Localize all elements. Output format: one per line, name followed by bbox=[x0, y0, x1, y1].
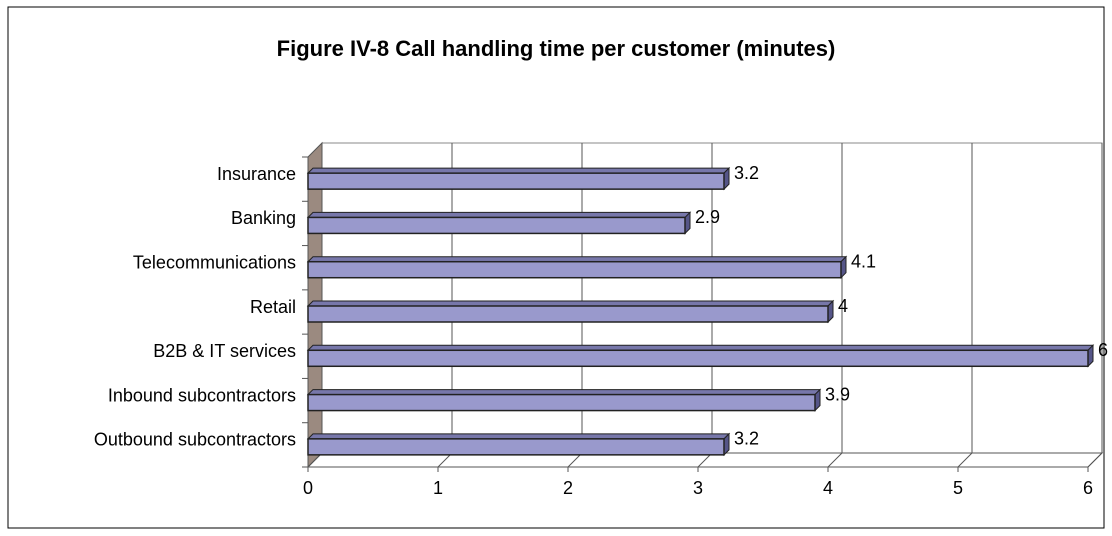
x-tick-label: 0 bbox=[303, 478, 313, 498]
x-tick-label: 1 bbox=[433, 478, 443, 498]
value-label: 3.2 bbox=[734, 429, 759, 449]
bar bbox=[307, 393, 816, 412]
x-tick-label: 6 bbox=[1083, 478, 1093, 498]
bar bbox=[307, 260, 842, 279]
floor-grid-line bbox=[1087, 452, 1103, 468]
bar bbox=[307, 216, 686, 235]
y-tick-label: Telecommunications bbox=[133, 252, 296, 272]
value-label: 6 bbox=[1098, 340, 1108, 360]
y-tick-label: Retail bbox=[250, 297, 296, 317]
y-tick-label: Outbound subcontractors bbox=[94, 430, 296, 450]
y-tick-label: Insurance bbox=[217, 164, 296, 184]
floor-grid-line bbox=[827, 452, 843, 468]
y-tick-label: B2B & IT services bbox=[153, 341, 296, 361]
y-tick-label: Banking bbox=[231, 208, 296, 228]
x-tick-label: 5 bbox=[953, 478, 963, 498]
value-label: 3.9 bbox=[825, 384, 850, 404]
bar bbox=[307, 172, 725, 190]
floor-grid-line bbox=[957, 452, 973, 468]
x-tick-label: 2 bbox=[563, 478, 573, 498]
x-tick-label: 3 bbox=[693, 478, 703, 498]
value-label: 2.9 bbox=[695, 207, 720, 227]
bar bbox=[307, 349, 1089, 368]
bar bbox=[307, 305, 829, 323]
value-label: 4 bbox=[838, 296, 848, 316]
x-tick-label: 4 bbox=[823, 478, 833, 498]
value-label: 3.2 bbox=[734, 163, 759, 183]
value-label: 4.1 bbox=[851, 251, 876, 271]
y-tick-label: Inbound subcontractors bbox=[108, 385, 296, 405]
bar bbox=[307, 438, 725, 456]
chart-title: Figure IV-8 Call handling time per custo… bbox=[277, 36, 836, 61]
